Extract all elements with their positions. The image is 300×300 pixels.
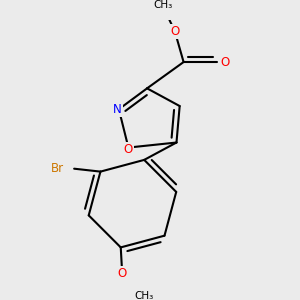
Text: O: O	[124, 142, 133, 155]
Text: N: N	[113, 103, 122, 116]
Text: O: O	[221, 56, 230, 68]
Text: Br: Br	[51, 162, 64, 175]
Text: O: O	[170, 25, 179, 38]
Text: CH₃: CH₃	[154, 0, 173, 10]
Text: CH₃: CH₃	[134, 291, 154, 300]
Text: O: O	[118, 267, 127, 280]
